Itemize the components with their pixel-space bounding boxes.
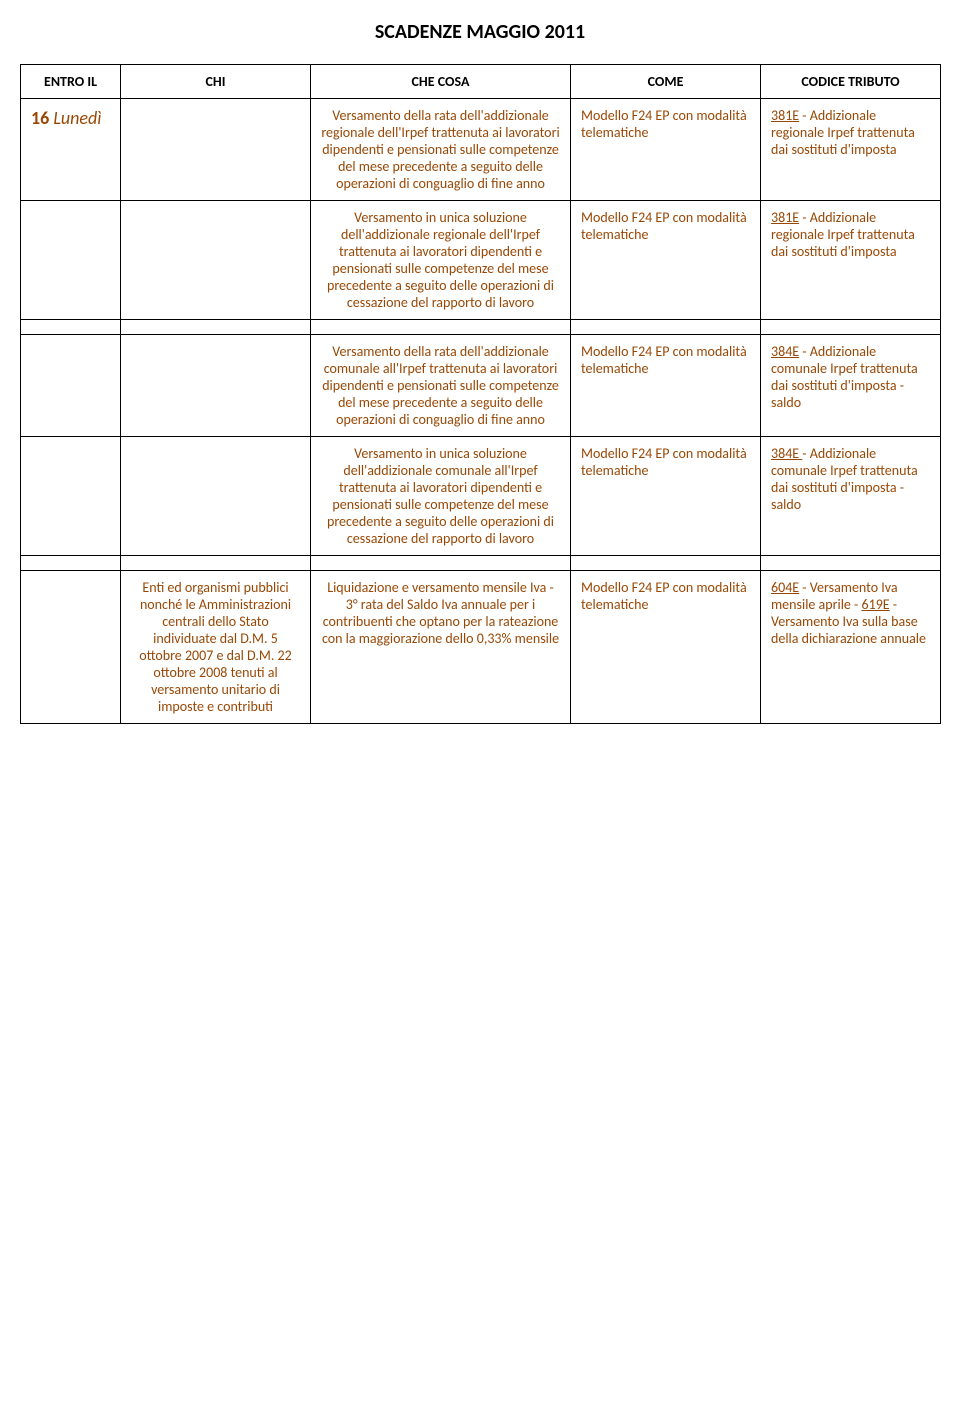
header-chi: CHI xyxy=(121,65,311,99)
cell-come: Modello F24 EP con modalità telematiche xyxy=(571,335,761,437)
cell-che-cosa: Versamento della rata dell'addizionale c… xyxy=(311,335,571,437)
date-number: 16 xyxy=(31,107,49,129)
code-link: 604E xyxy=(771,579,799,596)
cell-come: Modello F24 EP con modalità telematiche xyxy=(571,571,761,724)
code-link: 381E xyxy=(771,107,799,124)
cell-chi xyxy=(121,99,311,201)
cell-codice-tributo: 604E - Versamento Iva mensile aprile - 6… xyxy=(761,571,941,724)
table-row: Enti ed organismi pubblici nonché le Amm… xyxy=(21,571,941,724)
cell-date: 16 Lunedì xyxy=(21,99,121,201)
cell-date xyxy=(21,201,121,320)
header-che-cosa: CHE COSA xyxy=(311,65,571,99)
cell-date xyxy=(21,437,121,556)
cell-date xyxy=(21,335,121,437)
cell-chi: Enti ed organismi pubblici nonché le Amm… xyxy=(121,571,311,724)
cell-come: Modello F24 EP con modalità telematiche xyxy=(571,99,761,201)
table-row: Versamento in unica soluzione dell'addiz… xyxy=(21,437,941,556)
cell-codice-tributo: 381E - Addizionale regionale Irpef tratt… xyxy=(761,201,941,320)
cell-come: Modello F24 EP con modalità telematiche xyxy=(571,437,761,556)
deadlines-table: ENTRO IL CHI CHE COSA COME CODICE TRIBUT… xyxy=(20,64,941,724)
code-link: 384E xyxy=(771,343,799,360)
table-row: Versamento in unica soluzione dell'addiz… xyxy=(21,201,941,320)
spacer-row xyxy=(21,556,941,571)
code-link: 381E xyxy=(771,209,799,226)
code-link: 619E xyxy=(862,596,890,613)
cell-come: Modello F24 EP con modalità telematiche xyxy=(571,201,761,320)
cell-che-cosa: Versamento della rata dell'addizionale r… xyxy=(311,99,571,201)
spacer-row xyxy=(21,320,941,335)
cell-codice-tributo: 384E - Addizionale comunale Irpef tratte… xyxy=(761,437,941,556)
date-word: Lunedì xyxy=(53,107,101,129)
header-entro-il: ENTRO IL xyxy=(21,65,121,99)
cell-codice-tributo: 381E - Addizionale regionale Irpef tratt… xyxy=(761,99,941,201)
code-link: 384E xyxy=(771,445,802,462)
cell-chi xyxy=(121,335,311,437)
cell-che-cosa: Versamento in unica soluzione dell'addiz… xyxy=(311,437,571,556)
cell-che-cosa: Versamento in unica soluzione dell'addiz… xyxy=(311,201,571,320)
page-title: SCADENZE MAGGIO 2011 xyxy=(20,20,940,44)
table-row: Versamento della rata dell'addizionale c… xyxy=(21,335,941,437)
cell-codice-tributo: 384E - Addizionale comunale Irpef tratte… xyxy=(761,335,941,437)
header-come: COME xyxy=(571,65,761,99)
header-codice-tributo: CODICE TRIBUTO xyxy=(761,65,941,99)
cell-chi xyxy=(121,437,311,556)
cell-date xyxy=(21,571,121,724)
cell-che-cosa: Liquidazione e versamento mensile Iva - … xyxy=(311,571,571,724)
table-row: 16 Lunedì Versamento della rata dell'add… xyxy=(21,99,941,201)
table-header-row: ENTRO IL CHI CHE COSA COME CODICE TRIBUT… xyxy=(21,65,941,99)
cell-chi xyxy=(121,201,311,320)
